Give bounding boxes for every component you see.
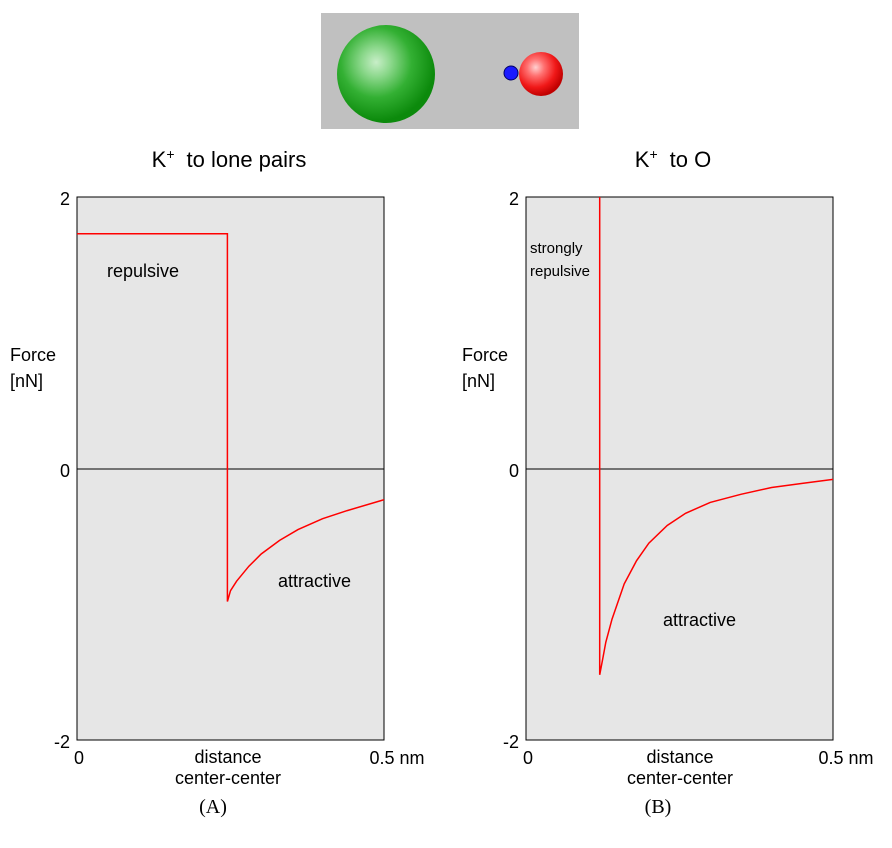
- panel-a-annotation-repulsive: repulsive: [107, 261, 179, 281]
- panel-b-xlabel-line2: center-center: [627, 768, 733, 788]
- panel-b-x-tick-end: 0.5 nm: [818, 748, 873, 768]
- panel-a-title: K+ to lone pairs: [152, 146, 307, 172]
- panel-b-annotation-strongly: strongly: [530, 240, 583, 257]
- panel-b-title: K+ to O: [635, 146, 711, 172]
- panel-b-ylabel-unit: [nN]: [462, 371, 495, 391]
- panel-a-y-tick-zero: 0: [60, 461, 70, 481]
- panel-a-y-tick-bottom: -2: [54, 732, 70, 752]
- panel-b-y-tick-zero: 0: [509, 461, 519, 481]
- panel-b-y-tick-bottom: -2: [503, 732, 519, 752]
- panel-b-annotation-attractive: attractive: [663, 610, 736, 630]
- panel-a: K+ to lone pairs 2 0 -2 0 0.5 nm Force [n…: [10, 146, 425, 818]
- panel-a-y-tick-top: 2: [60, 189, 70, 209]
- panel-a-ylabel-unit: [nN]: [10, 371, 43, 391]
- molecule-scene: [321, 13, 579, 129]
- panel-a-xlabel-line1: distance: [194, 747, 261, 767]
- panel-b-label: (B): [645, 796, 672, 818]
- panel-a-label: (A): [199, 796, 227, 818]
- panel-b-annotation-repulsive: repulsive: [530, 263, 590, 280]
- panel-b-x-tick-start: 0: [523, 748, 533, 768]
- panel-b: K+ to O 2 0 -2 0 0.5 nm Force [nN] distan…: [462, 146, 874, 818]
- panel-a-force-curve: [77, 232, 385, 602]
- k-ion-sphere-icon: [337, 25, 435, 123]
- oxygen-sphere-icon: [519, 52, 563, 96]
- panel-a-x-tick-end: 0.5 nm: [369, 748, 424, 768]
- panel-a-annotation-attractive: attractive: [278, 571, 351, 591]
- panel-a-x-tick-start: 0: [74, 748, 84, 768]
- panel-b-force-curve: [598, 197, 834, 675]
- panel-b-ylabel-force: Force: [462, 345, 508, 365]
- panel-a-xlabel-line2: center-center: [175, 768, 281, 788]
- panel-b-y-tick-top: 2: [509, 189, 519, 209]
- lone-pair-dot-icon: [503, 65, 519, 81]
- panel-b-xlabel-line1: distance: [646, 747, 713, 767]
- panel-a-ylabel-force: Force: [10, 345, 56, 365]
